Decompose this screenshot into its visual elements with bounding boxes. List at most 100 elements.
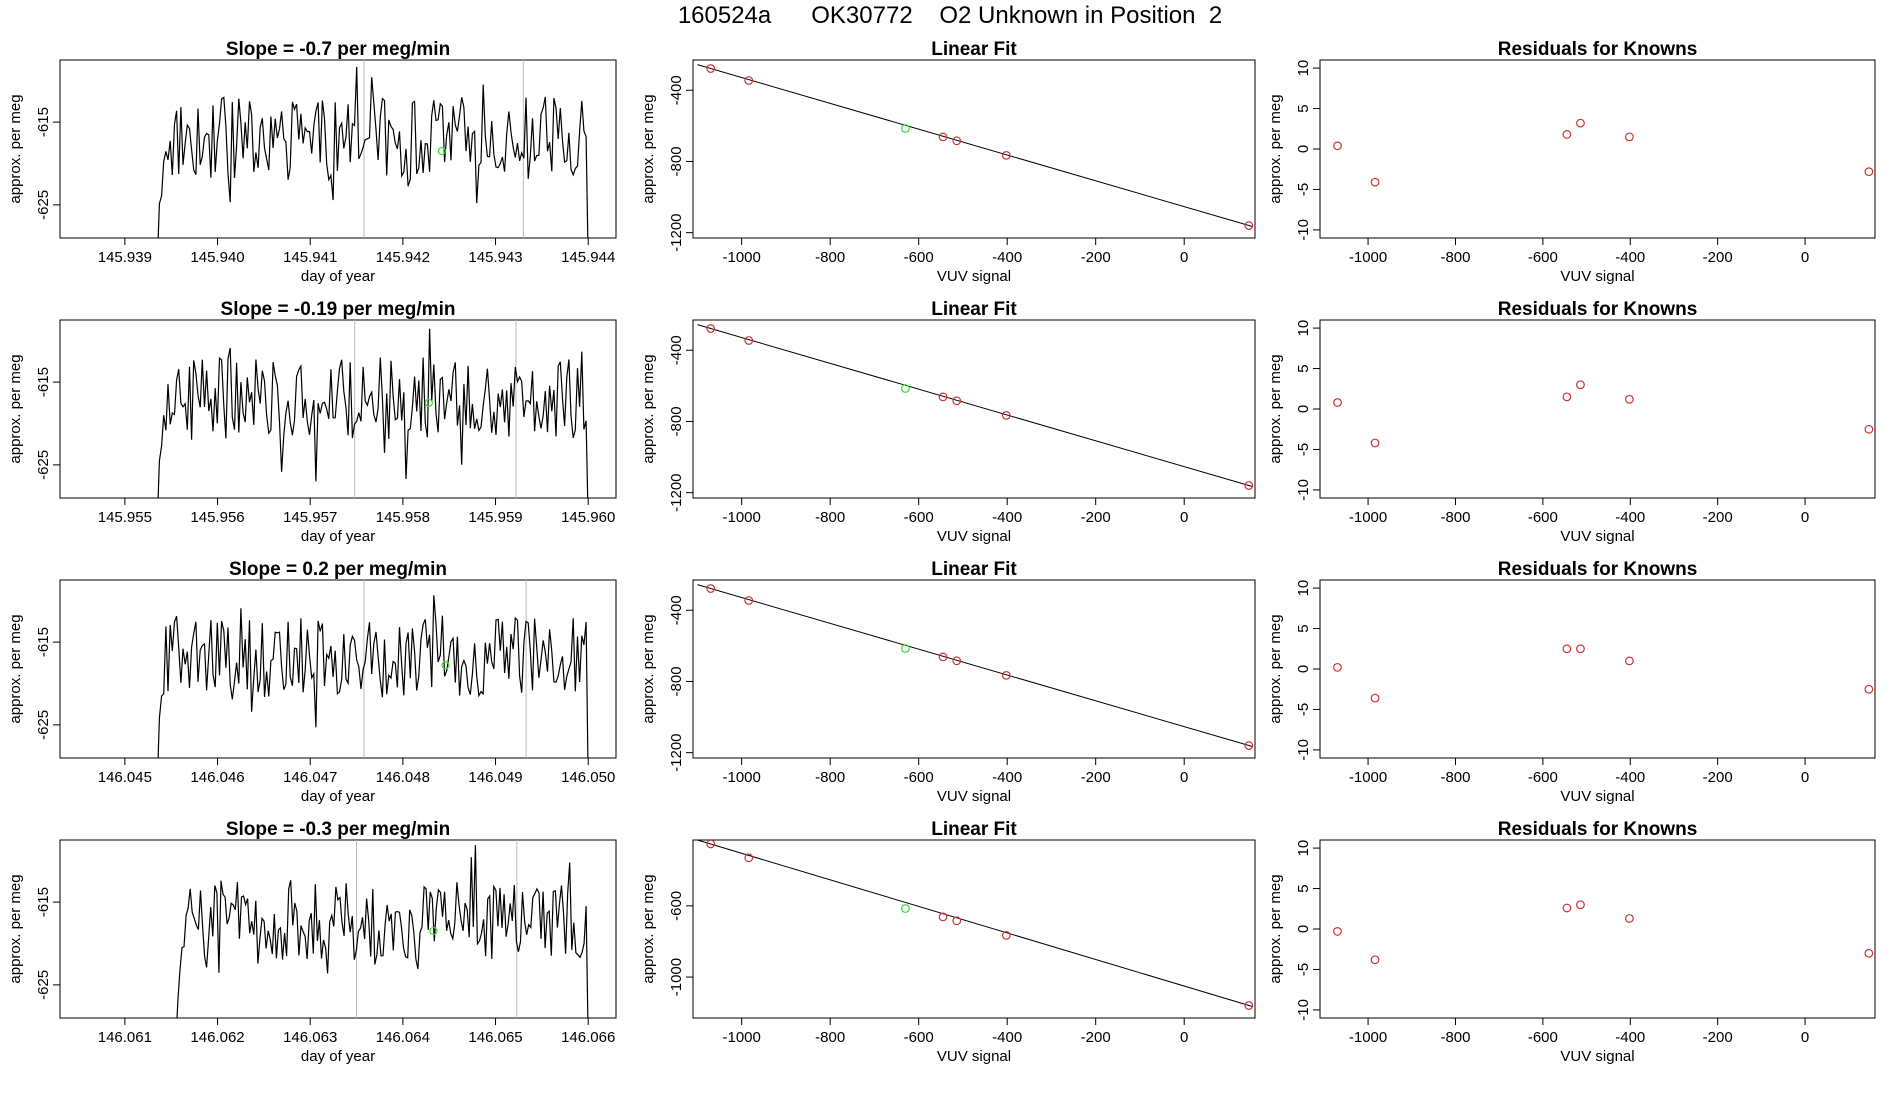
x-tick-label: 146.065 (468, 1029, 522, 1046)
x-tick-label: 146.048 (376, 769, 430, 786)
panel-title: Linear Fit (931, 819, 1017, 840)
known-point (952, 916, 962, 926)
residual-point (1370, 177, 1380, 187)
time-series-line (157, 66, 589, 238)
residual-point (1576, 900, 1585, 910)
residuals-panel-1: Residuals for Knowns-1000 -800 -600 -400 -20… (1267, 39, 1876, 285)
y-axis-label: approx. per meg (1267, 614, 1284, 723)
x-tick-label: -400 (992, 769, 1022, 786)
y-tick-label: 5 (1295, 624, 1312, 632)
y-tick-label: -615 (35, 887, 52, 917)
x-tick-label: -1000 (1349, 1029, 1387, 1046)
residual-point (1333, 662, 1342, 672)
x-tick-label: -400 (1615, 1029, 1645, 1046)
y-tick-label: -615 (35, 107, 52, 137)
time-series-line (157, 595, 589, 758)
x-axis-label: VUV signal (1560, 1048, 1634, 1065)
fit-line (697, 840, 1253, 1008)
y-axis-label: approx. per meg (640, 354, 657, 463)
x-axis-label: day of year (301, 528, 375, 545)
residual-point (1625, 132, 1634, 142)
y-tick-label: -5 (1295, 963, 1312, 976)
y-tick-label: -625 (35, 710, 52, 740)
y-tick-label: 0 (1295, 665, 1312, 673)
x-tick-label: 145.960 (561, 509, 615, 526)
plot-data-layer (697, 840, 1254, 1010)
x-tick-label: 0 (1180, 769, 1188, 786)
panel-title: Slope = -0.19 per meg/min (221, 299, 456, 320)
x-tick-label: 145.956 (190, 509, 244, 526)
x-axis-label: day of year (301, 1048, 375, 1065)
y-tick-label: -800 (668, 146, 685, 176)
x-tick-label: 0 (1801, 1029, 1809, 1046)
x-tick-label: -1000 (1349, 509, 1387, 526)
panel-title: Slope = -0.3 per meg/min (226, 819, 450, 840)
y-axis-label: approx. per meg (1267, 874, 1284, 983)
known-point (1244, 1001, 1254, 1010)
y-tick-label: -1200 (668, 733, 685, 771)
x-tick-label: 146.062 (190, 1029, 244, 1046)
residual-point (1370, 955, 1380, 965)
panel-title: Residuals for Knowns (1498, 39, 1698, 60)
time-series-line (157, 328, 589, 498)
plot-data-layer (697, 584, 1254, 750)
y-tick-label: 10 (1295, 840, 1312, 857)
x-tick-label: 0 (1180, 509, 1188, 526)
residual-point (1370, 693, 1380, 703)
residual-point (1576, 644, 1585, 654)
residuals-panel-2: Residuals for Knowns-1000 -800 -600 -400 -20… (1267, 299, 1876, 545)
y-tick-label: -615 (35, 367, 52, 397)
y-tick-label: -5 (1295, 443, 1312, 456)
x-tick-label: 146.064 (376, 1029, 430, 1046)
x-tick-label: -800 (815, 1029, 845, 1046)
x-tick-label: -200 (1703, 249, 1733, 266)
x-tick-label: -600 (1528, 1029, 1558, 1046)
x-tick-label: -800 (1440, 509, 1470, 526)
y-tick-label: 5 (1295, 104, 1312, 112)
x-tick-label: 146.050 (561, 769, 615, 786)
y-tick-label: 0 (1295, 925, 1312, 933)
x-tick-label: -400 (992, 249, 1022, 266)
x-tick-label: 146.049 (468, 769, 522, 786)
y-axis-label: approx. per meg (640, 94, 657, 203)
known-point (744, 853, 754, 863)
panel-title: Linear Fit (931, 299, 1017, 320)
x-axis-label: VUV signal (937, 268, 1011, 285)
x-tick-label: -800 (815, 249, 845, 266)
known-point (744, 596, 754, 605)
residual-point (1625, 656, 1634, 666)
x-tick-label: 146.046 (190, 769, 244, 786)
x-tick-label: -400 (992, 1029, 1022, 1046)
panel-title: Residuals for Knowns (1498, 559, 1698, 580)
known-point (1001, 151, 1011, 160)
fit-line (697, 324, 1253, 488)
y-tick-label: 10 (1295, 580, 1312, 597)
x-tick-label: 145.939 (98, 249, 152, 266)
known-point (706, 324, 716, 333)
known-point (744, 336, 754, 345)
plot-data-layer (1333, 380, 1874, 448)
plot-frame (692, 319, 1256, 499)
y-axis-label: approx. per meg (7, 614, 24, 723)
x-tick-label: 145.944 (561, 249, 615, 266)
residual-point (1333, 927, 1342, 936)
x-tick-label: -600 (904, 249, 934, 266)
linear-fit-panel-3: Linear Fit -1000 -800 -600 -400 -200 0 -400 -800… (640, 559, 1256, 805)
residual-point (1333, 398, 1342, 407)
plot-data-layer (697, 324, 1254, 490)
x-tick-label: -400 (992, 509, 1022, 526)
x-tick-label: -400 (1615, 249, 1645, 266)
fit-line (697, 64, 1253, 228)
plot-frame (1319, 839, 1876, 1019)
y-tick-label: -1000 (668, 958, 685, 996)
x-tick-label: 145.955 (98, 509, 152, 526)
residuals-panel-4: Residuals for Knowns-1000 -800 -600 -400 -20… (1267, 819, 1876, 1065)
known-point (938, 132, 948, 142)
x-tick-label: -1000 (722, 249, 760, 266)
residual-point (1864, 684, 1874, 694)
unknown-point (429, 926, 438, 936)
x-tick-label: 145.940 (190, 249, 244, 266)
time-series-panel-4: Slope = -0.3 per meg/min 146.061 146.062 14… (7, 819, 617, 1065)
linear-fit-panel-4: Linear Fit -1000 -800 -600 -400 -200 0 -600 -100… (640, 819, 1256, 1065)
